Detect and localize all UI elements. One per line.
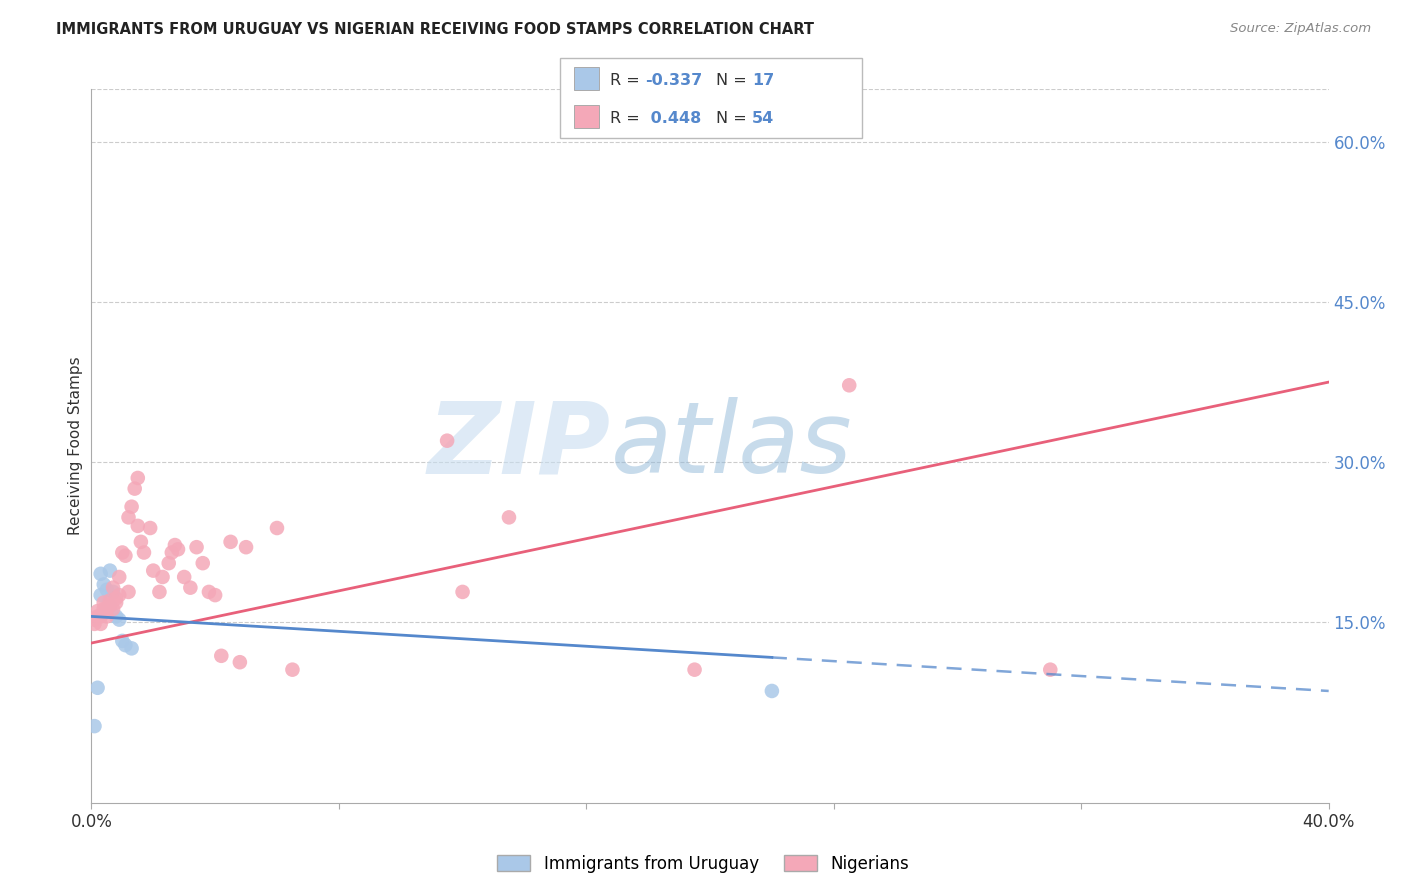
Text: 17: 17 bbox=[752, 73, 775, 88]
Text: Source: ZipAtlas.com: Source: ZipAtlas.com bbox=[1230, 22, 1371, 36]
Point bbox=[198, 585, 221, 599]
Point bbox=[436, 434, 458, 448]
Point bbox=[1039, 663, 1062, 677]
Point bbox=[838, 378, 860, 392]
Point bbox=[148, 585, 170, 599]
Legend: Immigrants from Uruguay, Nigerians: Immigrants from Uruguay, Nigerians bbox=[491, 848, 915, 880]
Point bbox=[204, 588, 226, 602]
Point bbox=[761, 684, 783, 698]
Point bbox=[114, 638, 136, 652]
Point bbox=[498, 510, 520, 524]
Point bbox=[83, 616, 105, 631]
Point bbox=[157, 556, 180, 570]
Point bbox=[90, 616, 112, 631]
Point bbox=[90, 566, 112, 581]
Text: 54: 54 bbox=[752, 111, 775, 126]
Text: 0.448: 0.448 bbox=[645, 111, 702, 126]
Point bbox=[101, 581, 124, 595]
Point bbox=[219, 534, 242, 549]
Point bbox=[83, 719, 105, 733]
Point bbox=[108, 613, 131, 627]
Point bbox=[86, 604, 108, 618]
Point bbox=[179, 581, 201, 595]
Point bbox=[86, 681, 108, 695]
Text: -0.337: -0.337 bbox=[645, 73, 703, 88]
Point bbox=[124, 482, 146, 496]
Point bbox=[127, 471, 149, 485]
Point bbox=[139, 521, 162, 535]
Point bbox=[235, 540, 257, 554]
Text: ZIP: ZIP bbox=[427, 398, 612, 494]
Point bbox=[90, 588, 112, 602]
Point bbox=[281, 663, 304, 677]
Text: N =: N = bbox=[716, 73, 752, 88]
Point bbox=[93, 577, 115, 591]
Point bbox=[90, 609, 112, 624]
Text: R =: R = bbox=[610, 73, 645, 88]
Point bbox=[96, 602, 118, 616]
Point bbox=[142, 564, 165, 578]
Point bbox=[108, 570, 131, 584]
Point bbox=[173, 570, 195, 584]
Point bbox=[160, 545, 183, 559]
Point bbox=[121, 500, 143, 514]
Point bbox=[186, 540, 208, 554]
Point bbox=[98, 593, 121, 607]
Point bbox=[127, 519, 149, 533]
Point bbox=[132, 545, 155, 559]
Point bbox=[86, 609, 108, 624]
Point bbox=[101, 585, 124, 599]
Text: N =: N = bbox=[716, 111, 752, 126]
Point bbox=[167, 542, 190, 557]
Point bbox=[96, 609, 118, 624]
Text: R =: R = bbox=[610, 111, 645, 126]
Point bbox=[209, 648, 232, 663]
Point bbox=[98, 599, 121, 613]
Point bbox=[96, 602, 118, 616]
Point bbox=[163, 538, 186, 552]
Point bbox=[105, 591, 128, 606]
Point bbox=[93, 596, 115, 610]
Point bbox=[98, 599, 121, 613]
Text: atlas: atlas bbox=[612, 398, 852, 494]
Text: IMMIGRANTS FROM URUGUAY VS NIGERIAN RECEIVING FOOD STAMPS CORRELATION CHART: IMMIGRANTS FROM URUGUAY VS NIGERIAN RECE… bbox=[56, 22, 814, 37]
Point bbox=[129, 534, 152, 549]
Y-axis label: Receiving Food Stamps: Receiving Food Stamps bbox=[67, 357, 83, 535]
Point bbox=[83, 613, 105, 627]
Point bbox=[93, 602, 115, 616]
Point bbox=[114, 549, 136, 563]
Point bbox=[93, 606, 115, 620]
Point bbox=[98, 564, 121, 578]
Point bbox=[191, 556, 214, 570]
Point bbox=[108, 588, 131, 602]
Point bbox=[105, 609, 128, 624]
Point bbox=[101, 602, 124, 616]
Point bbox=[152, 570, 174, 584]
Point bbox=[111, 545, 134, 559]
Point bbox=[96, 582, 118, 597]
Point bbox=[683, 663, 706, 677]
Point bbox=[121, 641, 143, 656]
Point bbox=[117, 510, 139, 524]
Point bbox=[229, 655, 252, 669]
Point bbox=[266, 521, 288, 535]
Point bbox=[105, 596, 128, 610]
Point bbox=[451, 585, 474, 599]
Point bbox=[111, 634, 134, 648]
Point bbox=[117, 585, 139, 599]
